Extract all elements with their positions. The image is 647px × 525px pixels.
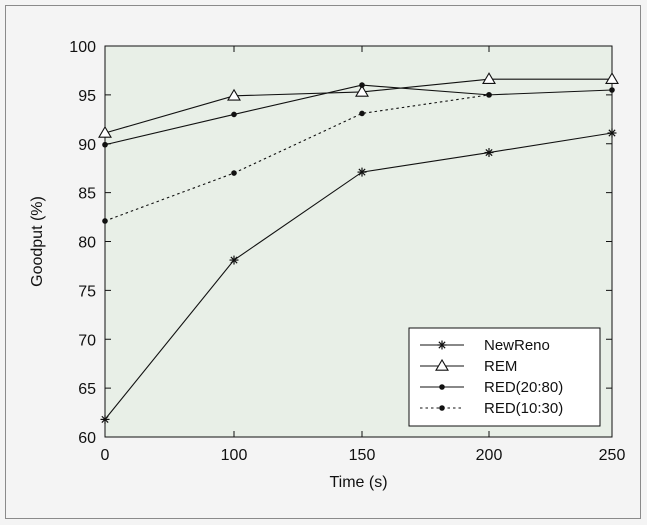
y-axis-title: Goodput (%) — [29, 196, 46, 287]
series-point-3 — [231, 170, 237, 176]
series-point-2 — [231, 111, 237, 118]
y-tick-label: 100 — [69, 39, 96, 56]
y-tick-label: 65 — [78, 381, 96, 398]
legend-items: NewReno REM RED(20:80) RED(10:30) — [420, 337, 563, 417]
series-point-1 — [605, 72, 619, 84]
x-tick-label: 250 — [599, 447, 626, 464]
series-point-1 — [98, 125, 112, 138]
x-tick-label: 200 — [476, 447, 503, 464]
chart-figure: 60 65 70 75 80 85 90 95 100 0 100 150 200 250 Time (s… — [5, 5, 641, 519]
series-point-2 — [609, 87, 615, 93]
series-point-3 — [359, 110, 365, 117]
series-point-1 — [355, 84, 369, 97]
y-tick-label: 90 — [78, 137, 96, 154]
series-point-0 — [229, 255, 239, 265]
series-point-2 — [102, 141, 108, 148]
series-line-3 — [104, 94, 490, 222]
series-point-1 — [227, 88, 241, 101]
series-point-3 — [102, 218, 108, 224]
legend-marker-1 — [435, 358, 449, 371]
legend-label-1: REM — [484, 358, 517, 375]
y-tick-label: 60 — [78, 430, 96, 447]
legend-marker-0 — [437, 340, 447, 350]
x-tick-label: 150 — [349, 447, 376, 464]
y-tick-label: 80 — [78, 235, 96, 252]
x-tick-label: 100 — [221, 447, 248, 464]
series-point-0 — [100, 414, 110, 424]
axis-ticks: 60 65 70 75 80 85 90 95 100 0 100 150 200 250 — [69, 39, 625, 464]
legend-marker-3 — [439, 405, 445, 411]
legend-label-2: RED(20:80) — [484, 379, 563, 396]
legend-marker-2 — [439, 384, 445, 390]
series-layer — [98, 72, 619, 424]
series-point-3 — [486, 92, 492, 98]
y-tick-label: 70 — [78, 332, 96, 349]
legend-label-3: RED(10:30) — [484, 400, 563, 417]
legend-label-0: NewReno — [484, 337, 550, 354]
series-point-0 — [607, 128, 617, 138]
goodput-chart: 60 65 70 75 80 85 90 95 100 0 100 150 200 250 Time (s… — [29, 39, 625, 491]
series-point-2 — [359, 82, 365, 88]
legend: NewReno REM RED(20:80) RED(10:30) — [408, 327, 601, 427]
x-axis-title: Time (s) — [329, 474, 387, 491]
x-tick-label: 0 — [101, 447, 110, 464]
series-point-0 — [357, 167, 367, 177]
y-tick-label: 75 — [78, 283, 96, 300]
y-tick-label: 85 — [78, 186, 96, 203]
y-tick-label: 95 — [78, 88, 96, 105]
series-point-0 — [484, 148, 494, 158]
series-point-1 — [482, 72, 496, 84]
